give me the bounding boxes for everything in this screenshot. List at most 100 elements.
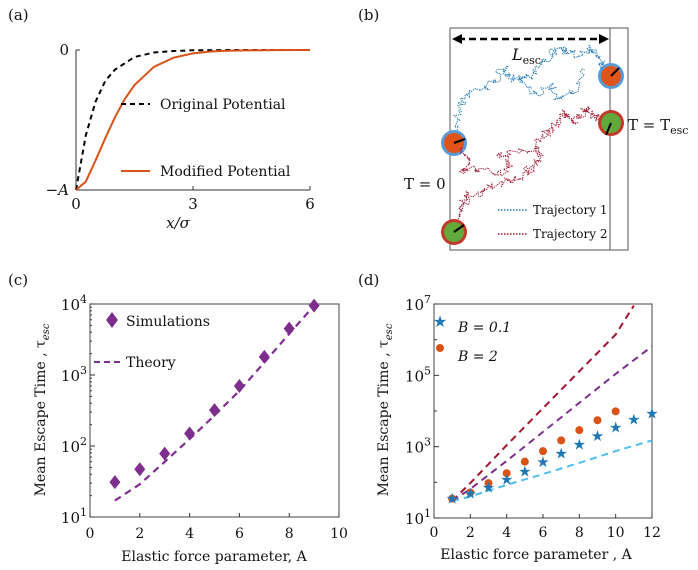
chart-d-b2-point (502, 469, 511, 478)
chart-d-dashed-mid (451, 345, 652, 502)
chart-a-xtick-label: 0 (71, 195, 81, 213)
chart-d-b2-point (539, 447, 547, 456)
particle-red-end (598, 110, 624, 136)
chart-a-legend-original: Original Potential (160, 97, 286, 113)
chart-c-simulation-point (209, 403, 220, 418)
chart-d-ytick-label: 105 (405, 364, 431, 385)
chart-d-b01-point: ★ (536, 453, 549, 471)
chart-d-b01-point: ★ (554, 444, 567, 462)
chart-c-legend-diamond (106, 312, 118, 328)
chart-d-b2-point (557, 436, 566, 445)
chart-d-b2-point (593, 416, 602, 425)
t-escape-label: T = Tesc (628, 116, 688, 137)
chart-d-xtick-label: 0 (430, 525, 439, 541)
legend-trajectory-1: Trajectory 1 (533, 203, 607, 217)
chart-a-ytick-label: 0 (59, 41, 69, 59)
chart-d-b01-point: ★ (518, 463, 531, 481)
chart-d-xtick-label: 4 (502, 525, 511, 541)
chart-c-legend-theory: Theory (126, 355, 176, 371)
chart-c-ytick-label: 102 (61, 435, 87, 456)
chart-d-b01-point: ★ (591, 427, 604, 445)
panel-label-c: (c) (8, 271, 28, 289)
chart-d-xtick-label: 6 (539, 525, 548, 541)
t-zero-label: T = 0 (404, 175, 446, 193)
chart-c-frame (89, 303, 340, 518)
chart-d-ytick-label: 103 (405, 436, 431, 457)
chart-d-xtick-label: 12 (643, 525, 661, 541)
chart-a-xlabel: x/σ (166, 214, 191, 232)
chart-c-xtick-label: 8 (285, 526, 294, 542)
chart-d-legend-circle (436, 344, 444, 352)
chart-d-xtick-label: 10 (607, 525, 625, 541)
chart-a-line-modified (75, 49, 311, 191)
chart-d-b2-point (611, 407, 620, 416)
chart-d-ytick-label: 101 (405, 507, 431, 528)
length-arrow-right-head (599, 34, 609, 44)
schematic-b: Lesc T = 0 T = Tesc Trajectory 1 Traject… (404, 27, 688, 251)
chart-d-b01-point: ★ (573, 436, 586, 454)
chart-d-b01-point: ★ (609, 418, 622, 436)
chart-d-b2-point (484, 479, 493, 488)
trajectory-2-path (450, 104, 614, 234)
chart-a: 0 3 6−A0 Original Potential Modified Poten… (46, 41, 315, 232)
chart-d-b2-point (448, 494, 457, 503)
chart-d-b01-point: ★ (645, 404, 658, 422)
chart-d-b2-point (520, 457, 529, 466)
panel-label-b: (b) (358, 6, 379, 24)
chart-d-ylabel: Mean Escape Time , τesc (376, 323, 395, 496)
particle-red-start (441, 219, 467, 245)
chart-c-theory-line (114, 304, 315, 502)
chart-c-xtick-label: 0 (86, 526, 95, 542)
chart-d-b01-point: ★ (500, 471, 513, 489)
chart-d-b01-point: ★ (627, 410, 640, 428)
panel-label-a: (a) (8, 6, 29, 24)
chart-d-legend-star: ★ (433, 312, 447, 331)
chart-c-simulation-point (109, 475, 121, 490)
chart-a-ytick-label: −A (46, 181, 70, 199)
chart-d-xlabel: Elastic force parameter , A (440, 547, 632, 563)
chart-c-ylabel: Mean Escape Time , τesc (33, 323, 52, 496)
chart-a-xtick-label: 6 (305, 195, 315, 213)
chart-c-xtick-label: 2 (135, 526, 144, 542)
chart-d-b2-point (575, 426, 584, 435)
legend-trajectory-2: Trajectory 2 (533, 227, 607, 241)
chart-d-xtick-label: 2 (466, 525, 475, 541)
chart-d-b01-point: ★ (482, 478, 495, 496)
chart-c-simulation-point (233, 378, 245, 393)
chart-c-xtick-label: 4 (185, 526, 194, 542)
chart-c-simulation-point (184, 426, 196, 441)
chart-d-dashed-high (451, 305, 635, 502)
chart-c-xtick-label: 10 (330, 526, 348, 542)
chart-c-legend-simulations: Simulations (126, 314, 210, 330)
chart-a-legend-modified: Modified Potential (160, 164, 291, 180)
trajectory-2-wander (458, 146, 541, 177)
chart-d-dashed-low (451, 439, 652, 502)
chart-d-b2-point (466, 488, 475, 497)
particle-blue-start (441, 130, 467, 156)
chart-c: 0 2 4 6 8 10 101 102 103 104 Simulations Theory E… (33, 293, 348, 565)
chart-c-simulation-point (308, 298, 320, 313)
chart-d: 0 2 4 6 8 10 12 101 103 105 107 ★ ★ ★ ★ ★ ★ ★ ★ ★ ★ ★ ★ ★ B =… (376, 293, 661, 563)
chart-c-simulation-point (159, 446, 171, 461)
panel-label-d: (d) (358, 271, 379, 289)
chart-c-ytick-label: 103 (61, 364, 87, 385)
chart-c-xtick-label: 6 (235, 526, 244, 542)
chart-c-simulation-point (283, 321, 295, 336)
particle-blue-end (598, 63, 624, 89)
chart-c-ytick-label: 101 (61, 506, 87, 527)
chart-d-legend-b01: B = 0.1 (457, 320, 511, 336)
chart-c-xlabel: Elastic force parameter, A (121, 549, 307, 565)
chart-c-simulation-point (258, 349, 270, 364)
chart-d-ytick-label: 107 (405, 293, 431, 314)
chart-c-ytick-label: 104 (61, 293, 87, 314)
length-arrow-left-head (452, 34, 462, 44)
chart-a-xtick-label: 3 (188, 195, 198, 213)
chart-d-b01-point: ★ (445, 490, 458, 508)
chart-d-legend-b2: B = 2 (457, 349, 498, 365)
chart-c-simulation-point (134, 462, 146, 477)
chart-d-b01-point: ★ (464, 485, 477, 503)
trajectory-1-wander (517, 68, 586, 101)
length-label: Lesc (511, 45, 541, 67)
chart-d-xtick-label: 8 (575, 525, 584, 541)
